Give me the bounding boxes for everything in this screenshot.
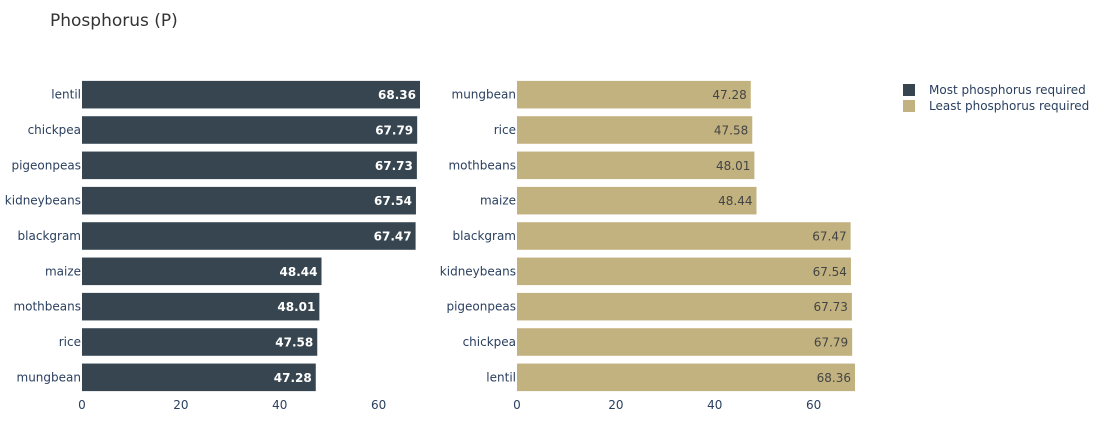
bar-rice[interactable] xyxy=(82,328,318,356)
bar-value-label: 67.47 xyxy=(374,230,412,244)
panel-1: 0 20 40 60 lentil 68.36 chickpea 67.79 pigeonpea… xyxy=(5,80,420,412)
bar-pigeonpeas[interactable] xyxy=(517,292,852,321)
category-label: chickpea xyxy=(28,123,81,137)
panel-2: 0 20 40 60 mungbean 47.28 rice 47.58 mothbeans 48… xyxy=(440,80,855,412)
bar-lentil[interactable] xyxy=(82,80,420,109)
bar-value-label: 47.28 xyxy=(274,371,312,385)
bar-blackgram[interactable] xyxy=(82,222,416,250)
category-label: rice xyxy=(494,123,516,137)
category-label: mothbeans xyxy=(448,158,516,172)
bar-blackgram[interactable] xyxy=(517,222,851,250)
legend-item[interactable]: Least phosphorus required xyxy=(903,99,1089,113)
bar-chickpea[interactable] xyxy=(82,116,418,144)
bar-value-label: 48.44 xyxy=(280,265,318,279)
x-tick-label: 0 xyxy=(78,398,86,412)
bar-mothbeans[interactable] xyxy=(82,292,320,321)
category-label: rice xyxy=(59,335,81,349)
legend-swatch xyxy=(903,84,915,96)
category-label: lentil xyxy=(51,88,81,102)
legend[interactable]: Most phosphorus required Least phosphorus… xyxy=(903,83,1089,113)
category-label: maize xyxy=(480,194,516,208)
category-label: lentil xyxy=(486,370,516,384)
bar-value-label: 67.79 xyxy=(814,336,848,350)
x-tick-label: 0 xyxy=(513,398,521,412)
bar-mungbean[interactable] xyxy=(517,80,751,109)
bar-value-label: 68.36 xyxy=(378,88,416,102)
x-tick-label: 20 xyxy=(608,398,623,412)
x-tick-label: 20 xyxy=(173,398,188,412)
bar-value-label: 67.54 xyxy=(374,194,412,208)
bar-maize[interactable] xyxy=(517,186,757,215)
category-label: blackgram xyxy=(453,229,516,243)
x-tick-label: 40 xyxy=(272,398,287,412)
category-label: chickpea xyxy=(463,335,516,349)
legend-item[interactable]: Most phosphorus required xyxy=(903,83,1086,97)
category-label: kidneybeans xyxy=(5,194,81,208)
bar-maize[interactable] xyxy=(82,257,322,286)
bar-pigeonpeas[interactable] xyxy=(82,151,417,180)
bar-mungbean[interactable] xyxy=(82,363,316,392)
category-label: pigeonpeas xyxy=(446,300,516,314)
bar-value-label: 67.79 xyxy=(375,124,413,138)
bar-lentil[interactable] xyxy=(517,363,855,392)
category-label: mungbean xyxy=(17,370,81,384)
legend-label: Most phosphorus required xyxy=(929,83,1086,97)
legend-label: Least phosphorus required xyxy=(929,99,1089,113)
chart-panels: 0 20 40 60 lentil 68.36 chickpea 67.79 pigeonpea… xyxy=(5,80,855,412)
bar-kidneybeans[interactable] xyxy=(82,186,416,215)
bar-kidneybeans[interactable] xyxy=(517,257,851,286)
x-tick-label: 40 xyxy=(707,398,722,412)
category-label: pigeonpeas xyxy=(11,158,81,172)
bar-value-label: 67.73 xyxy=(814,300,848,314)
bar-value-label: 67.47 xyxy=(812,230,846,244)
bar-chickpea[interactable] xyxy=(517,328,853,356)
chart-title: Phosphorus (P) xyxy=(50,11,178,31)
bar-value-label: 68.36 xyxy=(817,371,851,385)
category-label: maize xyxy=(45,264,81,278)
bar-value-label: 47.28 xyxy=(712,88,746,102)
bar-value-label: 48.01 xyxy=(277,300,315,314)
category-label: mothbeans xyxy=(13,300,81,314)
x-tick-label: 60 xyxy=(371,398,386,412)
bar-value-label: 47.58 xyxy=(714,124,748,138)
bar-value-label: 67.73 xyxy=(375,159,413,173)
bar-value-label: 67.54 xyxy=(813,265,847,279)
category-label: mungbean xyxy=(452,88,516,102)
x-tick-label: 60 xyxy=(806,398,821,412)
category-label: blackgram xyxy=(18,229,81,243)
bar-value-label: 47.58 xyxy=(275,336,313,350)
bar-value-label: 48.44 xyxy=(718,194,752,208)
bar-mothbeans[interactable] xyxy=(517,151,755,180)
bar-value-label: 48.01 xyxy=(716,159,750,173)
legend-swatch xyxy=(903,100,915,112)
bar-rice[interactable] xyxy=(517,116,753,144)
category-label: kidneybeans xyxy=(440,264,516,278)
